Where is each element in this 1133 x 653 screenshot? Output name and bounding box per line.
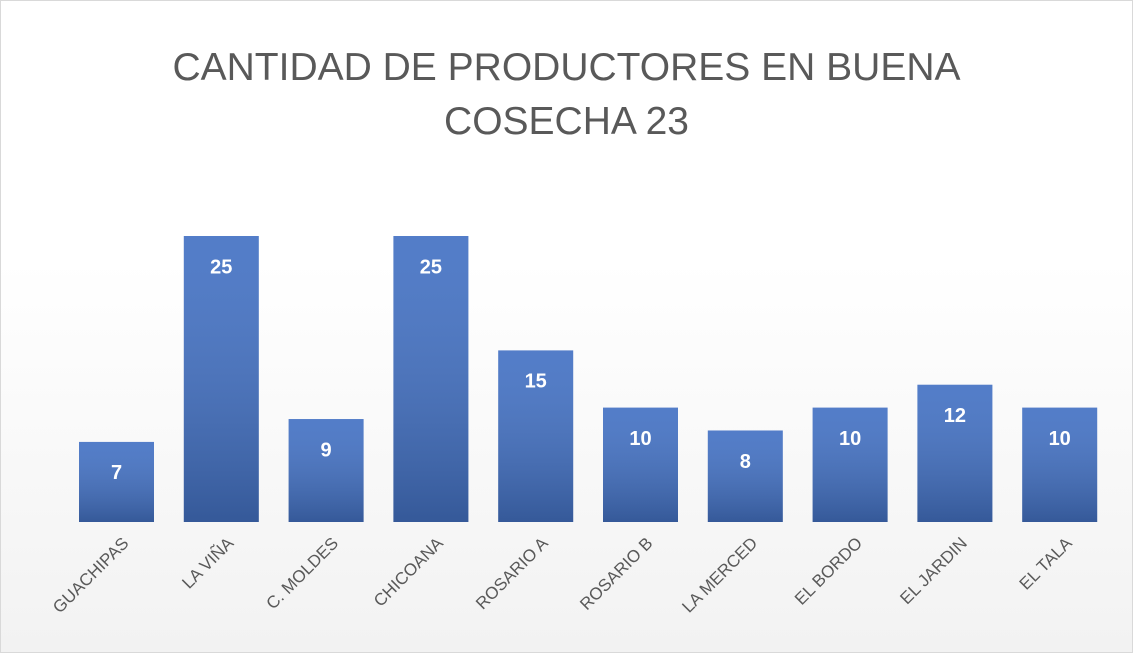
bar-shade <box>183 236 259 522</box>
data-label: 8 <box>740 451 751 473</box>
x-tick-label: C. MOLDES <box>263 534 343 614</box>
x-tick-label: EL JARDIN <box>896 534 970 608</box>
chart-title: CANTIDAD DE PRODUCTORES EN BUENA COSECHA… <box>172 46 961 143</box>
data-label: 10 <box>839 428 861 450</box>
data-label: 10 <box>629 428 651 450</box>
x-tick-label: EL BORDO <box>791 534 866 609</box>
x-tick-label: LA VIÑA <box>178 533 237 592</box>
bar-shade <box>707 430 783 522</box>
bar-shade <box>1022 407 1098 522</box>
data-label: 25 <box>420 256 442 278</box>
bar-shade <box>812 407 888 522</box>
data-label: 12 <box>944 405 966 427</box>
x-tick-label: GUACHIPAS <box>49 534 132 617</box>
bar-shade <box>603 407 678 522</box>
bar-shade <box>917 384 993 522</box>
x-tick-label: EL TALA <box>1016 533 1076 593</box>
data-label: 10 <box>1049 428 1071 450</box>
bar-shade <box>393 236 469 522</box>
data-label: 7 <box>111 462 122 484</box>
x-tick-label: CHICOANA <box>370 533 447 610</box>
bar-shade <box>288 419 364 522</box>
data-label: 15 <box>525 371 547 393</box>
x-tick-label: ROSARIO B <box>576 534 656 614</box>
x-tick-label: LA MERCED <box>678 534 761 617</box>
bar-shade <box>79 441 154 522</box>
data-label: 9 <box>321 439 332 461</box>
x-tick-label: ROSARIO A <box>472 533 552 613</box>
bar-shade <box>498 350 574 522</box>
data-label: 25 <box>210 256 232 278</box>
